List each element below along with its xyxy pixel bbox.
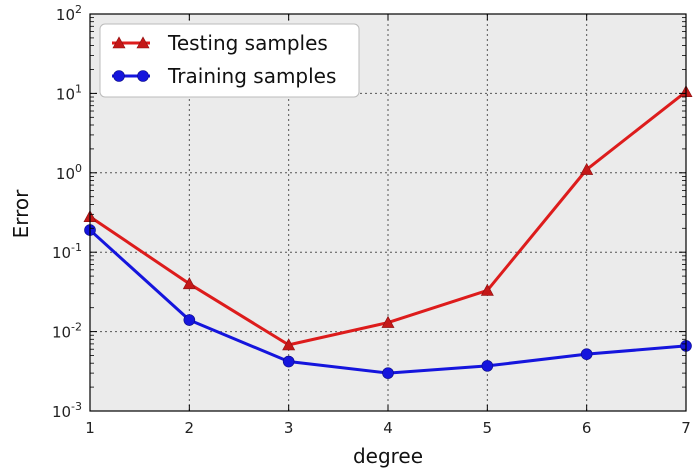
- legend-marker-training: [113, 70, 125, 82]
- y-tick-label: 10-2: [52, 321, 82, 342]
- point-testing: [282, 338, 296, 351]
- series-layer: [83, 85, 693, 379]
- y-tick-label-exponent: -1: [71, 241, 82, 254]
- y-tick-label-base: 10: [56, 6, 75, 24]
- x-tick-label: 3: [284, 419, 294, 437]
- x-tick-label: 5: [483, 419, 493, 437]
- y-tick-label-base: 10: [56, 85, 75, 103]
- x-tick-label: 4: [383, 419, 393, 437]
- y-tick-label: 100: [56, 162, 82, 183]
- x-tick-label: 2: [185, 419, 195, 437]
- legend-marker-testing-end: [136, 36, 150, 49]
- y-tick-label: 10-1: [52, 241, 82, 262]
- y-tick-label-base: 10: [52, 244, 71, 262]
- axis-ticks: [89, 13, 687, 412]
- y-tick-label-exponent: 0: [75, 162, 82, 175]
- x-tick-label: 7: [681, 419, 691, 437]
- point-training: [580, 348, 593, 360]
- y-tick-label-base: 10: [52, 403, 71, 421]
- point-training: [183, 314, 196, 326]
- y-tick-label: 102: [56, 3, 82, 24]
- legend-label-training: Training samples: [167, 64, 336, 88]
- y-tick-label: 101: [56, 82, 82, 103]
- legend-marker-testing: [112, 36, 126, 49]
- point-testing: [480, 283, 494, 296]
- legend: Testing samples Training samples: [99, 23, 360, 98]
- y-tick-label-base: 10: [52, 324, 71, 342]
- point-testing: [381, 315, 395, 328]
- point-training: [382, 367, 394, 379]
- x-tick-label: 1: [85, 419, 95, 437]
- y-tick-label-exponent: -2: [71, 321, 82, 334]
- y-tick-label-base: 10: [56, 165, 75, 183]
- legend-marker-training-end: [137, 70, 149, 82]
- point-training: [282, 355, 295, 368]
- y-tick-label-exponent: 2: [75, 3, 82, 16]
- y-tick-label-exponent: -3: [71, 400, 82, 413]
- legend-box: [99, 23, 360, 98]
- y-axis-label: Error: [9, 189, 33, 239]
- point-training: [481, 360, 494, 372]
- y-tick-label-exponent: 1: [75, 82, 82, 95]
- y-tick-label: 10-3: [52, 400, 82, 421]
- legend-label-testing: Testing samples: [167, 31, 328, 55]
- point-testing: [580, 162, 594, 175]
- point-testing: [182, 277, 196, 290]
- x-axis-label: degree: [353, 444, 423, 468]
- x-tick-label: 6: [582, 419, 592, 437]
